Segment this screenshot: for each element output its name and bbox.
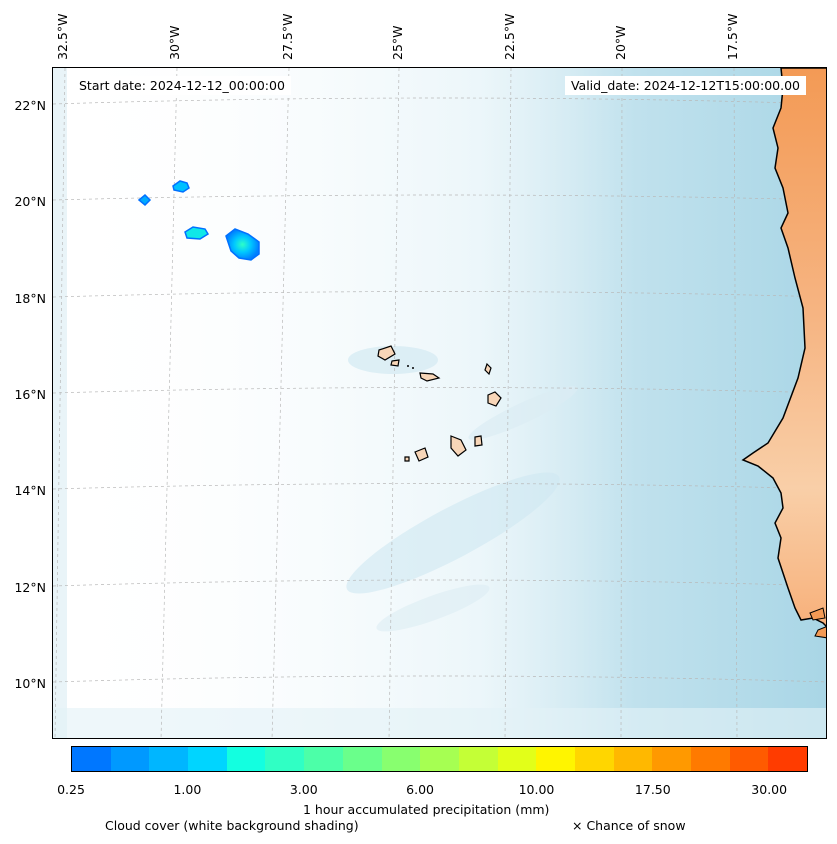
colorbar-tick-label: 6.00 (406, 782, 435, 797)
cloud-edge-bottom (53, 708, 826, 738)
lat-label-20n: 20°N (14, 194, 46, 209)
colorbar-tick-label: 0.25 (57, 782, 85, 797)
colorbar-tick-label: 30.00 (751, 782, 788, 797)
colorbar-segment (304, 747, 343, 771)
colorbar-segment (226, 747, 266, 771)
map-panel[interactable]: Start date: 2024-12-12_00:00:00 Valid_da… (52, 67, 827, 739)
valid-date-label: Valid_date: 2024-12-12T15:00:00.00 (564, 76, 806, 95)
cloud-patch (468, 386, 578, 440)
precip-cell (225, 228, 260, 261)
precip-cell (172, 180, 190, 193)
lon-label-17-5w: 17.5°W (725, 13, 740, 60)
map-canvas (53, 68, 826, 738)
lon-label-30w: 30°W (167, 25, 182, 60)
cloud-cover-shading (53, 68, 826, 738)
lat-label-14n: 14°N (14, 483, 46, 498)
colorbar-tick-label: 1.00 (173, 782, 202, 797)
colorbar-segment (613, 747, 653, 771)
lon-label-20w: 20°W (613, 25, 628, 60)
colorbar-segment (536, 747, 575, 771)
start-date-label: Start date: 2024-12-12_00:00:00 (73, 76, 291, 95)
cloud-patch (348, 346, 438, 374)
cloud-patch (376, 584, 490, 632)
colorbar-title: 1 hour accumulated precipitation (mm) (303, 802, 550, 817)
precip-cell (137, 193, 152, 207)
colorbar-segment (381, 747, 421, 771)
lat-label-18n: 18°N (14, 291, 46, 306)
colorbar-segment (149, 747, 189, 771)
graticule (53, 68, 826, 738)
precipitation-cells (137, 180, 260, 261)
colorbar-segment (188, 747, 227, 771)
lat-label-12n: 12°N (14, 580, 46, 595)
colorbar-segment (342, 747, 382, 771)
lon-label-22-5w: 22.5°W (502, 13, 517, 60)
colorbar-segment (691, 747, 730, 771)
lon-label-32-5w: 32.5°W (55, 13, 70, 60)
cloud-band (346, 472, 560, 594)
colorbar-segment (768, 747, 808, 771)
islet-dot (412, 367, 414, 369)
colorbar-tick-label: 3.00 (289, 782, 318, 797)
lon-label-25w: 25°W (390, 25, 405, 60)
cloud-edge-left (53, 68, 67, 738)
precip-cell (184, 226, 210, 240)
colorbar-tick-label: 17.50 (634, 782, 671, 797)
colorbar-segment (574, 747, 614, 771)
precipitation-colorbar (71, 746, 808, 772)
colorbar-segment (497, 747, 537, 771)
colorbar-segment (652, 747, 691, 771)
colorbar-segment (265, 747, 305, 771)
lat-label-22n: 22°N (14, 98, 46, 113)
lat-label-10n: 10°N (14, 676, 46, 691)
colorbar-segment (729, 747, 769, 771)
cape-verde-islands (377, 345, 502, 462)
cloud-cover-legend: Cloud cover (white background shading) (105, 818, 359, 833)
colorbar-segment (110, 747, 150, 771)
colorbar-segment (420, 747, 459, 771)
africa-landmass (741, 68, 826, 628)
bissagos-islands (809, 607, 826, 639)
lon-label-27-5w: 27.5°W (280, 13, 295, 60)
colorbar-segment (458, 747, 498, 771)
colorbar-tick-label: 10.00 (518, 782, 555, 797)
snow-legend: × Chance of snow (572, 818, 686, 833)
islet-dot (407, 365, 409, 367)
colorbar-segment (72, 747, 111, 771)
lat-label-16n: 16°N (14, 387, 46, 402)
